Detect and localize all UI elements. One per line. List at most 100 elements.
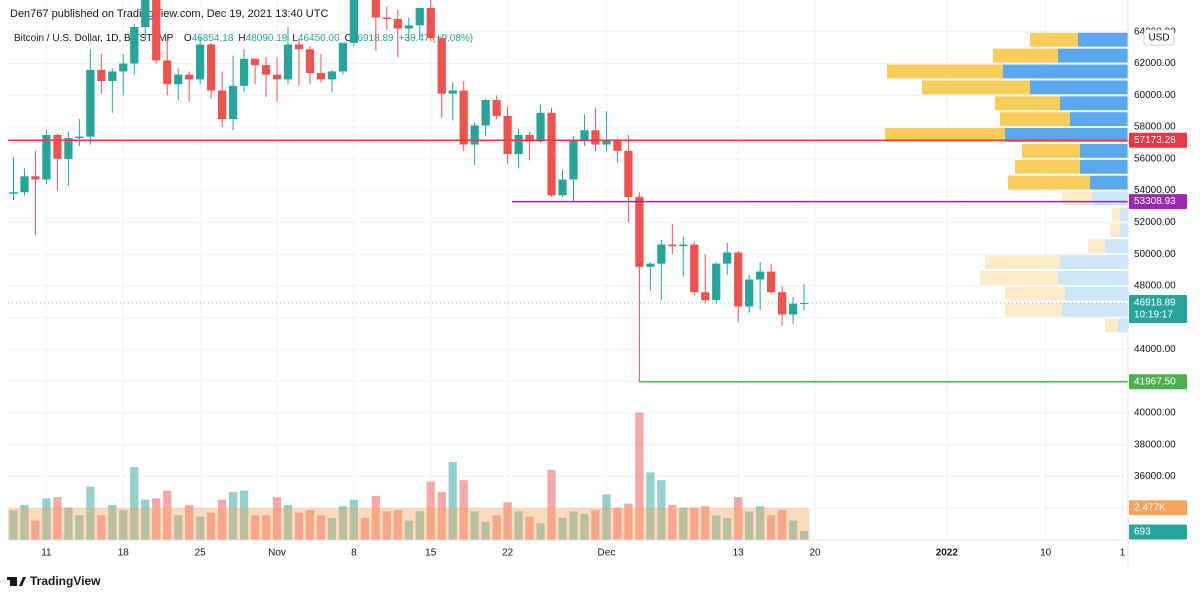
y-tick-label: 60000.00 xyxy=(1134,90,1176,101)
y-tick-label: 52000.00 xyxy=(1134,217,1176,228)
volume-bar xyxy=(174,515,183,540)
volume-bar xyxy=(503,502,512,540)
y-tick-label: 56000.00 xyxy=(1134,153,1176,164)
candle-body xyxy=(141,0,150,27)
volume-bar xyxy=(119,510,128,540)
candle-body xyxy=(459,90,468,145)
volume-bar xyxy=(470,511,479,540)
volume-bar xyxy=(514,511,523,540)
y-tick-label: 36000.00 xyxy=(1134,471,1176,482)
candle-body xyxy=(64,138,73,159)
volume-bar xyxy=(393,510,402,540)
price-lines xyxy=(8,139,1128,383)
profile-down-bar xyxy=(1022,143,1080,158)
candle-body xyxy=(536,112,545,142)
logo-part xyxy=(10,577,17,586)
volume-bar xyxy=(294,512,304,540)
candle-body xyxy=(228,85,238,120)
profile-up-bar xyxy=(1090,175,1128,190)
profile-down-bar xyxy=(1000,112,1070,127)
profile-up-bar xyxy=(1005,128,1128,142)
profile-down-bar xyxy=(1008,175,1090,190)
candle-body xyxy=(404,25,413,29)
volume-bar xyxy=(75,515,84,540)
candle-body xyxy=(53,135,62,159)
profile-down-bar xyxy=(922,80,1030,95)
candle-body xyxy=(20,176,29,193)
candle-body xyxy=(602,139,611,145)
profile-up-bar xyxy=(1080,159,1128,174)
last-price-label: 10:19:17 xyxy=(1134,310,1173,321)
profile-down-bar xyxy=(1015,159,1080,174)
candle-body xyxy=(272,74,282,80)
volume-bar xyxy=(558,517,567,540)
candle-body xyxy=(415,7,424,26)
volume-bar xyxy=(778,510,787,540)
volume-bar xyxy=(185,504,194,540)
candle-body xyxy=(174,74,183,85)
volume-bar xyxy=(261,515,271,540)
profile-up-bar xyxy=(1080,143,1128,158)
candle-body xyxy=(327,71,337,80)
volume-bar xyxy=(679,507,688,540)
profile-up-bar xyxy=(1058,271,1128,285)
legend-change: +38.47 (+0.08%) xyxy=(399,33,474,44)
last-price-label: 46918.89 xyxy=(1134,298,1176,309)
profile-down-bar xyxy=(1062,191,1092,206)
candle-body xyxy=(470,125,479,145)
x-tick-label: 22 xyxy=(502,548,514,559)
profile-down-bar xyxy=(1088,239,1105,254)
logo-part xyxy=(7,577,14,580)
candle-body xyxy=(712,263,721,301)
candle-body xyxy=(9,192,18,194)
y-tick-label: 50000.00 xyxy=(1134,249,1176,260)
candle-body xyxy=(679,244,688,247)
volume-bar xyxy=(547,469,556,540)
volume-bar xyxy=(20,504,29,540)
legend-key: H xyxy=(238,33,245,44)
candle-body xyxy=(86,69,95,137)
candle-body xyxy=(701,292,710,301)
volume-bar xyxy=(745,511,754,540)
volume-bar xyxy=(130,467,139,540)
logo-part xyxy=(19,577,26,586)
volume-bar xyxy=(799,530,809,540)
volume-bar xyxy=(613,507,622,540)
price-line-label-box xyxy=(1129,132,1187,148)
candle-body xyxy=(646,263,655,267)
volume-bar xyxy=(316,515,326,540)
volume-bar xyxy=(42,498,51,540)
brand: TradingView xyxy=(7,574,101,588)
y-tick-label: 38000.00 xyxy=(1134,439,1176,450)
symbol-legend: Bitcoin / U.S. Dollar, 1D, BITSTAMP O468… xyxy=(14,33,473,44)
legend-value: 46918.89 xyxy=(352,33,394,44)
volume-bar xyxy=(86,486,95,540)
volume-bar xyxy=(31,520,40,540)
candle-body xyxy=(393,19,402,29)
volume-bar xyxy=(228,491,238,540)
volume-bar xyxy=(426,481,435,540)
candles xyxy=(9,0,809,382)
candle-body xyxy=(338,42,348,72)
last-volume-label: 693 xyxy=(1134,527,1151,538)
profile-up-bar xyxy=(1118,318,1128,333)
volume-bar xyxy=(624,503,633,540)
grid xyxy=(8,0,1128,540)
volume-bar xyxy=(152,498,161,540)
price-line-label-box xyxy=(1129,194,1187,210)
profile-down-bar xyxy=(1030,32,1078,47)
candle-body xyxy=(514,135,523,155)
profile-up-bar xyxy=(1092,191,1128,206)
volume-pane xyxy=(8,412,810,540)
profile-up-bar xyxy=(1058,48,1128,63)
volume-bar xyxy=(788,520,798,540)
volume-bar xyxy=(404,520,413,540)
volume-bar xyxy=(305,510,315,540)
volume-bar xyxy=(163,490,172,540)
candle-body xyxy=(448,90,457,94)
profile-up-bar xyxy=(1003,64,1128,79)
volume-bar xyxy=(723,517,732,540)
profile-down-bar xyxy=(993,48,1058,63)
candle-body xyxy=(218,90,227,120)
